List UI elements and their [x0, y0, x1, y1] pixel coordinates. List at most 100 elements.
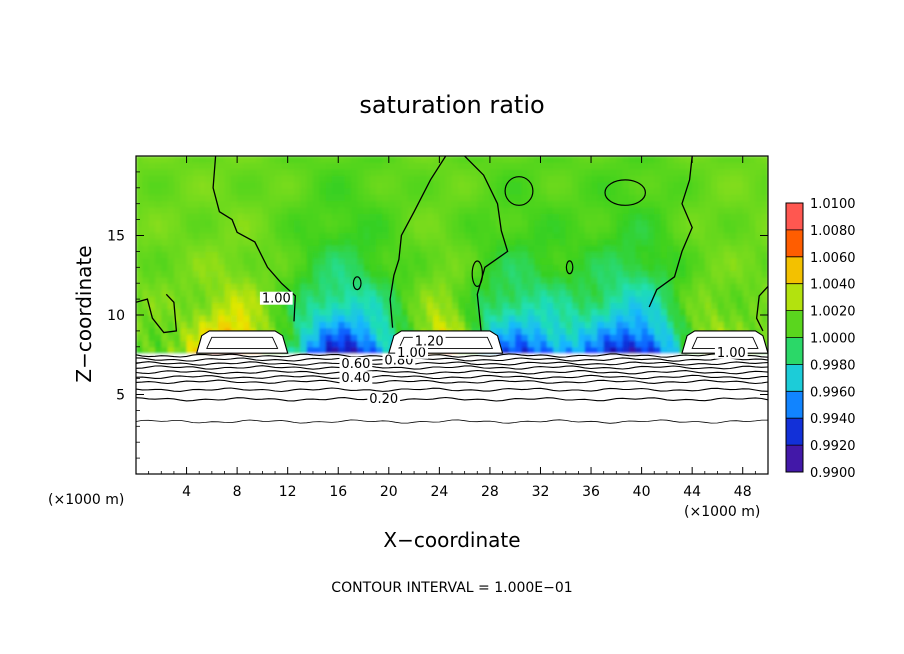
field-cell [294, 194, 301, 202]
field-cell [224, 442, 232, 450]
field-cell [717, 397, 725, 405]
field-cell [527, 264, 535, 272]
field-cell [268, 461, 276, 469]
field-cell [673, 365, 681, 373]
field-cell [660, 410, 668, 418]
field-cell [711, 232, 719, 240]
field-cell [218, 372, 226, 380]
field-cell [521, 289, 529, 297]
field-cell [426, 187, 434, 195]
field-cell [192, 187, 200, 195]
field-cell [534, 372, 542, 380]
field-cell [439, 181, 447, 189]
field-cell [496, 365, 504, 373]
field-cell [647, 384, 655, 392]
field-cell [325, 206, 333, 214]
field-cell [730, 219, 737, 227]
field-cell [148, 238, 156, 246]
field-cell [445, 289, 453, 297]
field-cell [515, 245, 523, 252]
field-cell [692, 359, 700, 367]
field-cell [445, 219, 453, 227]
field-cell [470, 397, 478, 405]
field-cell [641, 213, 649, 221]
field-cell [325, 334, 333, 342]
field-cell [591, 181, 598, 189]
field-cell [559, 410, 567, 418]
field-cell [306, 245, 314, 252]
field-cell [723, 416, 731, 424]
field-cell [186, 435, 194, 443]
field-cell [534, 435, 542, 443]
field-cell [357, 315, 365, 322]
field-cell [666, 397, 674, 405]
field-cell [666, 251, 674, 259]
field-cell [742, 194, 750, 202]
field-cell [755, 442, 763, 450]
field-cell [483, 162, 491, 170]
field-cell [654, 181, 662, 189]
field-cell [294, 295, 301, 303]
field-cell [395, 270, 403, 278]
field-cell [180, 410, 188, 418]
field-cell [647, 467, 655, 474]
field-cell [243, 264, 251, 272]
field-cell [553, 162, 561, 170]
field-cell [736, 454, 744, 462]
field-cell [180, 156, 188, 163]
field-cell [224, 181, 232, 189]
field-cell [654, 225, 662, 233]
field-cell [319, 187, 327, 195]
field-cell [433, 454, 440, 462]
field-cell [363, 175, 371, 183]
field-cell [553, 168, 561, 176]
field-cell [597, 378, 605, 386]
field-cell [439, 416, 447, 424]
field-cell [679, 334, 687, 342]
field-cell [572, 397, 579, 405]
field-cell [628, 372, 636, 380]
field-cell [496, 289, 504, 297]
field-cell [730, 238, 737, 246]
field-cell [262, 232, 270, 240]
field-cell [761, 397, 768, 405]
field-cell [312, 315, 320, 322]
field-cell [243, 194, 251, 202]
field-cell [357, 168, 365, 176]
field-cell [363, 429, 371, 437]
field-cell [641, 264, 649, 272]
field-cell [173, 327, 181, 335]
field-cell [388, 257, 396, 265]
field-cell [136, 461, 143, 469]
field-cell [388, 467, 396, 474]
field-cell [161, 315, 169, 322]
field-cell [395, 238, 403, 246]
field-cell [540, 264, 548, 272]
field-cell [489, 302, 497, 310]
field-cell [363, 334, 371, 342]
field-cell [439, 213, 447, 221]
field-cell [692, 308, 700, 316]
field-cell [426, 308, 434, 316]
field-cell [578, 225, 586, 233]
field-cell [477, 353, 485, 361]
field-cell [565, 315, 573, 322]
field-cell [363, 416, 371, 424]
field-cell [211, 429, 219, 437]
field-cell [597, 257, 605, 265]
field-cell [224, 283, 232, 291]
field-cell [654, 283, 662, 291]
field-cell [275, 448, 282, 456]
field-cell [325, 391, 333, 399]
field-cell [243, 442, 251, 450]
field-cell [331, 321, 339, 329]
field-cell [350, 384, 358, 392]
field-cell [369, 429, 377, 437]
field-cell [616, 321, 624, 329]
field-cell [540, 448, 548, 456]
field-cell [717, 410, 725, 418]
field-cell [553, 206, 561, 214]
field-cell [572, 315, 579, 322]
field-cell [142, 404, 150, 411]
field-cell [660, 245, 668, 252]
